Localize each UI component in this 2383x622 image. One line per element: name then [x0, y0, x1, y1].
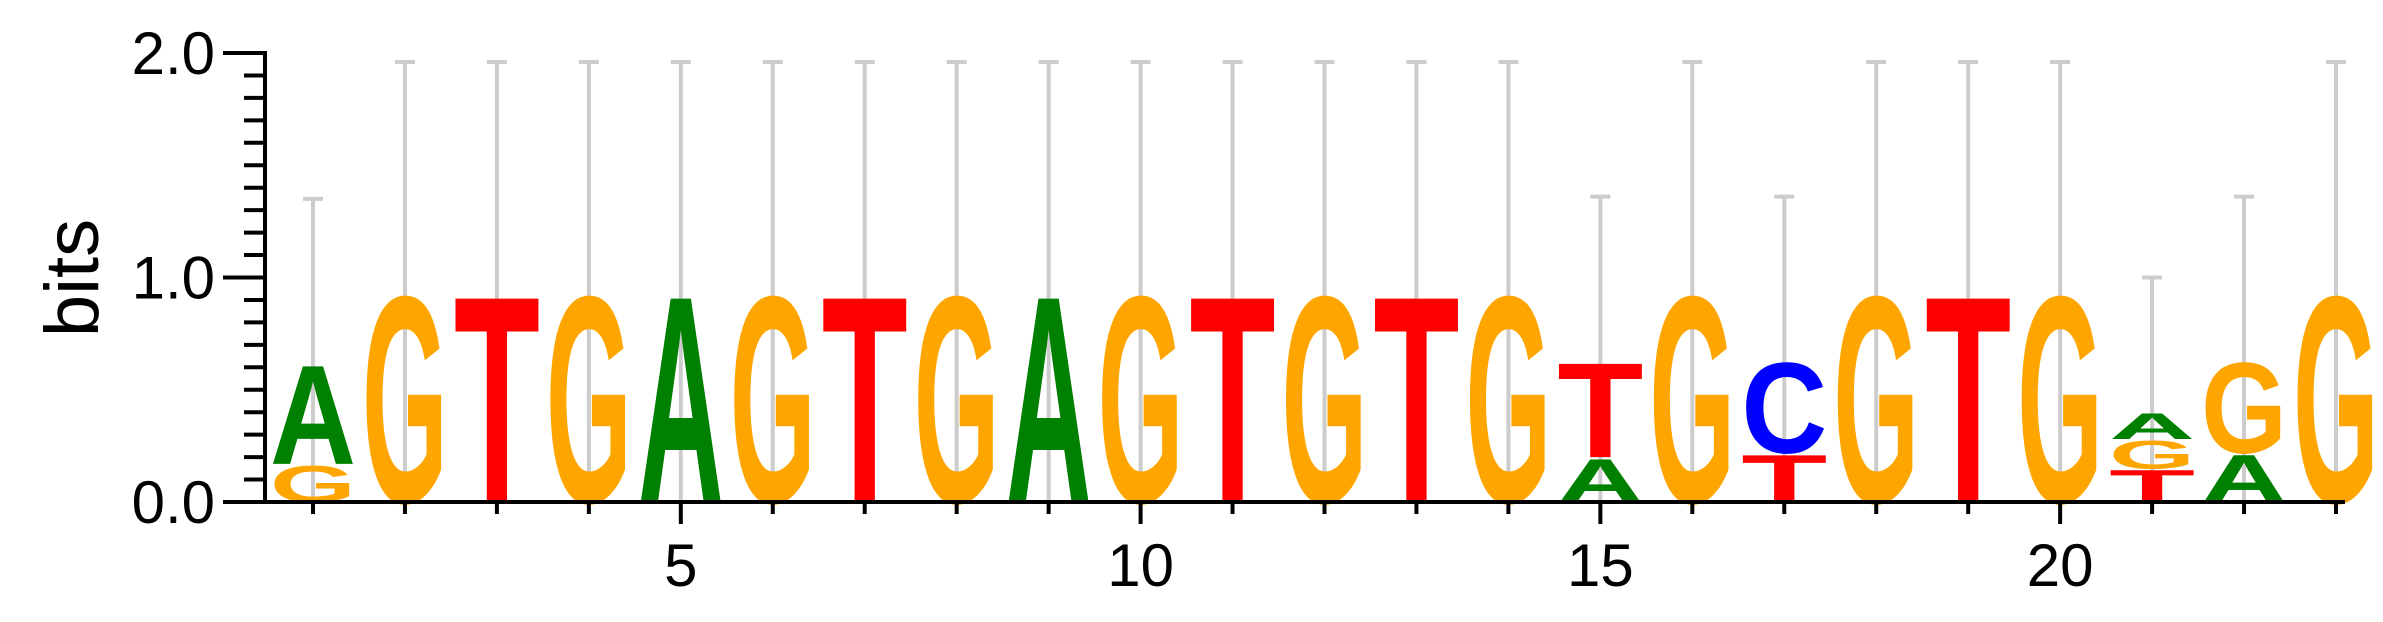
x-tick-label: 10	[1107, 532, 1174, 599]
logo-letter-glyph: G	[914, 236, 1000, 565]
x-axis-ticks: 5 10 15 20	[311, 502, 2338, 599]
x-tick-label: 5	[664, 532, 697, 599]
y-axis-label: bits	[30, 219, 115, 337]
logo-letter-glyph: T	[1557, 335, 1643, 487]
logo-letter-glyph: T	[822, 236, 908, 565]
logo-letter-glyph: A	[2109, 406, 2195, 447]
logo-letter-glyph: T	[454, 236, 540, 565]
logo-letter-A: A	[2109, 406, 2195, 447]
x-tick-label: 15	[1567, 532, 1634, 599]
logo-letter-glyph: G	[2109, 432, 2195, 477]
logo-letter-glyph: G	[1465, 236, 1551, 565]
logo-letter-glyph: G	[362, 236, 448, 565]
logo-letter-T: T	[1925, 236, 2011, 565]
logo-letter-G: G	[730, 236, 816, 565]
logo-letter-G: G	[2109, 432, 2195, 477]
logo-letter-G: G	[546, 236, 632, 565]
logo-letter-glyph: G	[1649, 236, 1735, 565]
logo-letter-glyph: G	[730, 236, 816, 565]
logo-letter-glyph: G	[546, 236, 632, 565]
logo-letter-T: T	[822, 236, 908, 565]
logo-letter-G: G	[1282, 236, 1368, 565]
logo-letter-G: G	[2201, 336, 2287, 480]
logo-letter-T: T	[1373, 236, 1459, 565]
logo-letter-glyph: G	[1833, 236, 1919, 565]
logo-letter-glyph: G	[2293, 236, 2379, 565]
logo-letter-T: T	[454, 236, 540, 565]
x-tick-label: 20	[2027, 532, 2094, 599]
logo-letter-glyph: A	[270, 336, 356, 495]
logo-letter-G: G	[362, 236, 448, 565]
logo-letter-A: A	[270, 336, 356, 495]
logo-letter-glyph: T	[1373, 236, 1459, 565]
logo-letter-G: G	[2293, 236, 2379, 565]
y-tick-label: 0.0	[132, 469, 215, 536]
logo-letter-T: T	[1557, 335, 1643, 487]
logo-letter-glyph: T	[1190, 236, 1276, 565]
logo-letter-glyph: A	[1006, 236, 1092, 565]
error-bars	[303, 59, 2346, 502]
axes: 0.0 1.0 2.0 5 10 15 20	[132, 20, 2345, 599]
y-tick-label: 1.0	[132, 245, 215, 312]
logo-letter-glyph: C	[1741, 336, 1827, 480]
y-axis-ticks: 0.0 1.0 2.0	[132, 20, 265, 536]
logo-letter-glyph: T	[1925, 236, 2011, 565]
logo-letter-glyph: G	[1282, 236, 1368, 565]
logo-letter-G: G	[1833, 236, 1919, 565]
logo-letter-T: T	[1190, 236, 1276, 565]
logo-letter-G: G	[1649, 236, 1735, 565]
logo-letter-C: C	[1741, 336, 1827, 480]
logo-letter-G: G	[914, 236, 1000, 565]
logo-letter-G: G	[1465, 236, 1551, 565]
y-tick-label: 2.0	[132, 20, 215, 87]
logo-letter-A: A	[1006, 236, 1092, 565]
logo-letter-glyph: G	[2201, 336, 2287, 480]
